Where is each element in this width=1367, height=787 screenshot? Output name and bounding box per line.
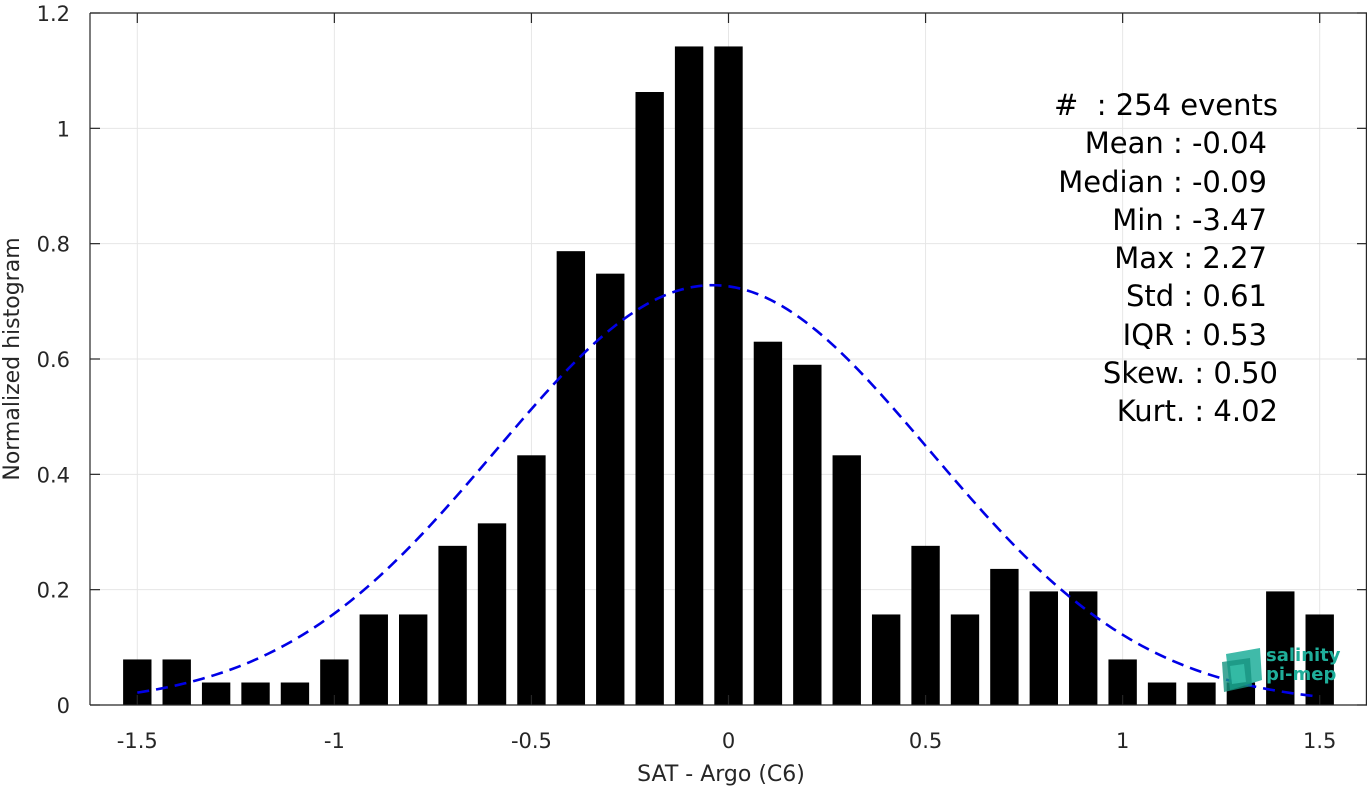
stat-label: # (1053, 88, 1097, 122)
stat-value: 0.50 (1204, 356, 1278, 391)
stat-separator: : (1172, 202, 1183, 237)
stat-label: Skew. (1102, 356, 1195, 391)
histogram-bar (714, 46, 743, 706)
y-tick-label: 0.4 (37, 463, 70, 487)
histogram-bar (1266, 591, 1295, 705)
y-tick-label: 0.6 (37, 348, 70, 372)
stat-label: Min (1112, 202, 1173, 237)
logo-text-line2: pi-mep (1266, 664, 1337, 685)
x-tick-label: -0.5 (511, 729, 552, 753)
stat-separator: : (1172, 126, 1183, 161)
stat-value: 4.02 (1204, 394, 1278, 429)
stat-row: Std : 0.61 (1000, 277, 1278, 315)
stat-value: 0.61 (1193, 279, 1267, 314)
histogram-bar (241, 682, 270, 705)
y-tick-label: 0.2 (37, 579, 70, 603)
stat-separator: : (1194, 394, 1205, 429)
histogram-bar (1147, 682, 1177, 705)
y-tick-label: 0.8 (37, 233, 70, 257)
histogram-bar (793, 364, 822, 705)
histogram-bar (477, 523, 507, 705)
stat-label: Max (1114, 241, 1184, 276)
logo-text-line1: salinity (1266, 645, 1341, 666)
histogram-bar (280, 682, 310, 705)
x-tick-labels: -1.5 -1 -0.5 0 0.5 1 1.5 (117, 729, 1337, 753)
stat-separator: : (1183, 279, 1194, 314)
stat-separator: : (1172, 164, 1183, 199)
histogram-bar (911, 545, 940, 705)
stat-row: Min : -3.47 (1000, 201, 1278, 239)
stat-row: # : 254 events (1000, 86, 1278, 124)
histogram-bar (1069, 591, 1098, 705)
y-tick-label: 1 (57, 117, 70, 141)
histogram-bar (162, 659, 191, 705)
histogram-bar (517, 455, 546, 705)
histogram-bar (399, 614, 428, 705)
histogram-bar (556, 251, 586, 705)
stat-row: Median : -0.09 (1000, 163, 1278, 201)
statistics-annotation: # : 254 events Mean : -0.04 Median : -0.09… (1000, 86, 1278, 431)
histogram-bar (674, 46, 704, 706)
stat-separator: : (1194, 356, 1205, 391)
y-tick-label: 1.2 (37, 2, 70, 26)
histogram-bar (635, 92, 664, 705)
x-tick-label: 0.5 (909, 729, 942, 753)
stat-label: Kurt. (1116, 394, 1195, 429)
histogram-bar (1187, 682, 1216, 705)
histogram-bar (753, 341, 783, 705)
histogram-bars (123, 46, 1334, 706)
stat-value: -0.04 (1182, 126, 1267, 161)
stat-label: Mean (1084, 126, 1173, 161)
stat-label: Std (1126, 279, 1184, 314)
x-tick-label: -1.5 (117, 729, 158, 753)
x-tick-label: -1 (324, 729, 345, 753)
histogram-bar (201, 682, 231, 705)
histogram-bar (438, 545, 467, 705)
x-tick-label: 0 (722, 729, 735, 753)
stat-row: Skew. : 0.50 (1000, 354, 1278, 392)
stat-value: 0.53 (1193, 317, 1267, 352)
logo-icon (1222, 648, 1262, 692)
histogram-bar (990, 568, 1019, 705)
stat-row: Max : 2.27 (1000, 239, 1278, 277)
stat-row: Mean : -0.04 (1000, 124, 1278, 162)
salinity-pi-mep-logo: salinity pi-mep (1220, 646, 1348, 694)
y-tick-label: 0 (57, 694, 70, 718)
y-tick-labels: 0 0.2 0.4 0.6 0.8 1 1.2 (37, 2, 70, 718)
normal-fit-curve (137, 283, 1320, 698)
stat-value: 254 events (1106, 88, 1278, 122)
stat-separator: : (1183, 317, 1194, 352)
stat-value: -3.47 (1182, 202, 1267, 237)
x-tick-label: 1 (1116, 729, 1129, 753)
y-axis-label: Normalized histogram (0, 237, 25, 480)
histogram-bar (596, 273, 625, 705)
histogram-bar (1029, 591, 1058, 705)
stat-row: IQR : 0.53 (1000, 316, 1278, 354)
stat-row: Kurt. : 4.02 (1000, 392, 1278, 430)
stat-value: 2.27 (1193, 241, 1267, 276)
histogram-bar (359, 614, 388, 705)
stat-label: IQR (1122, 317, 1184, 352)
x-tick-label: 1.5 (1303, 729, 1336, 753)
histogram-bar (950, 614, 980, 705)
histogram-bar (871, 614, 901, 705)
stat-separator: : (1096, 88, 1107, 122)
stat-label: Median (1058, 164, 1173, 199)
histogram-bar (1305, 614, 1334, 705)
x-axis-label: SAT - Argo (C6) (637, 762, 805, 787)
histogram-bar (832, 455, 861, 705)
stat-value: -0.09 (1182, 164, 1267, 199)
axes (89, 12, 1367, 706)
stat-separator: : (1183, 241, 1194, 276)
